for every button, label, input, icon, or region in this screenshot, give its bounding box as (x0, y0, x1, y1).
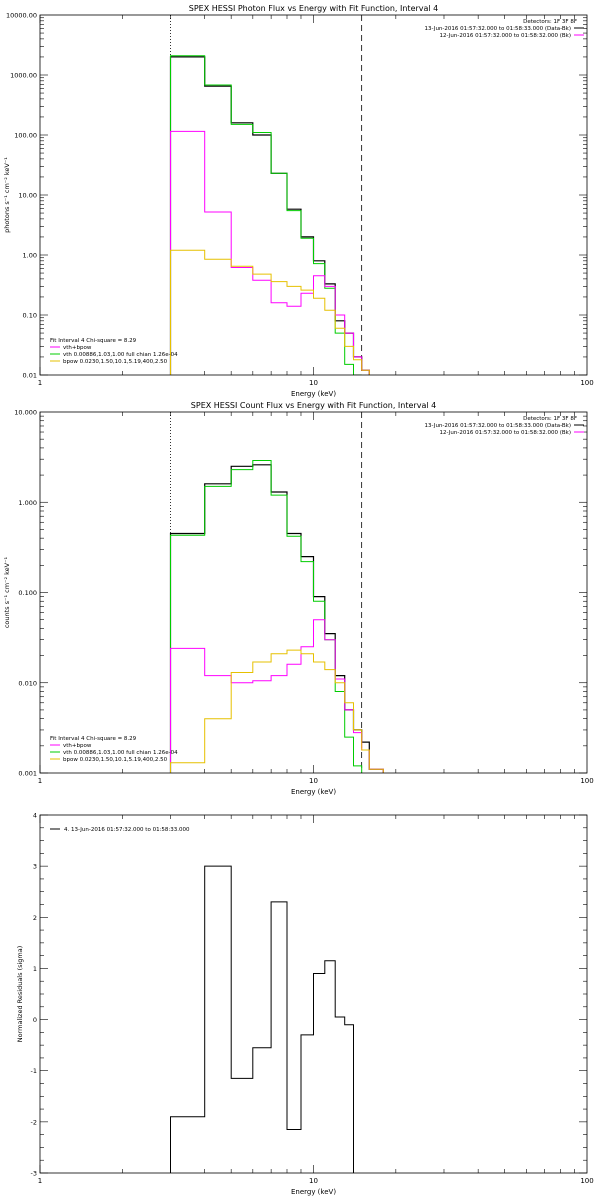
fit-interval-label: Fit Interval 4 Chi-square = 8.29 (50, 736, 137, 742)
series-residuals-line (170, 865, 354, 1173)
legend-time-range: 13-Jun-2016 01:57:32.000 to 01:58:33.000… (425, 26, 571, 32)
series-vth-line (170, 55, 362, 375)
x-tick-label: 1 (38, 1177, 42, 1185)
series-bpow-line (170, 249, 370, 375)
photon-flux-panel: SPEX HESSI Photon Flux vs Energy with Fi… (3, 4, 594, 398)
y-tick-label: -3 (31, 1170, 37, 1178)
y-tick-label: -1 (31, 1067, 37, 1075)
x-tick-label: 1 (38, 777, 42, 785)
fit-interval-label: Fit Interval 4 Chi-square = 8.29 (50, 338, 137, 344)
series-data-bk-line (169, 56, 370, 375)
y-tick-label: 0 (33, 1016, 37, 1024)
x-tick-label: 1 (38, 379, 42, 387)
y-tick-label: 0.10 (23, 312, 37, 320)
y-axis-label: counts s⁻¹ cm⁻² keV⁻¹ (3, 556, 11, 628)
legend-item: vth+bpow (63, 743, 92, 749)
legend-item: vth+bpow (63, 345, 92, 351)
y-tick-label: 10.000 (14, 409, 37, 417)
plot-area (169, 460, 384, 773)
x-axis-label: Energy (keV) (291, 390, 336, 398)
chart-title: SPEX HESSI Photon Flux vs Energy with Fi… (189, 4, 439, 13)
plot-frame (39, 814, 588, 1174)
series-bpow-line (170, 649, 384, 773)
chart-title: SPEX HESSI Count Flux vs Energy with Fit… (191, 401, 436, 410)
series-vth-bpow-line (170, 619, 384, 773)
x-tick-label: 10 (309, 1177, 318, 1185)
y-axis-label: photons s⁻¹ cm⁻² keV⁻¹ (3, 157, 11, 233)
legend-time-range: 13-Jun-2016 01:57:32.000 to 01:58:33.000… (425, 423, 571, 429)
y-axis-label: Normalized Residuals (sigma) (16, 946, 24, 1043)
y-tick-label: 1.00 (23, 252, 37, 260)
series-vth-line (170, 460, 363, 773)
series-vth-bpow-line (170, 130, 370, 375)
x-tick-label: 100 (580, 777, 593, 785)
x-tick-label: 10 (309, 777, 318, 785)
residuals-panel: 1 10 100 Energy (keV) -3 -2 -1 0 1 2 3 4 Normalized … (16, 812, 594, 1197)
y-tick-label: 2 (33, 914, 37, 922)
detectors-label: Detectors: 1F 3F 8F (523, 19, 577, 25)
legend-item: 4. 13-Jun-2016 01:57:32.000 to 01:58:33.… (64, 827, 190, 833)
y-tick-label: 3 (33, 863, 37, 871)
series-data-bk-line (169, 464, 384, 773)
y-tick-label: 0.010 (18, 679, 37, 687)
y-tick-label: 0.100 (18, 589, 37, 597)
y-tick-label: 1 (33, 965, 37, 973)
y-tick-label: -2 (31, 1118, 37, 1126)
x-tick-label: 100 (580, 1177, 593, 1185)
x-tick-label: 100 (580, 379, 593, 387)
y-tick-label: 100.00 (14, 132, 37, 140)
plot-area (169, 55, 370, 375)
plot-area (170, 865, 354, 1173)
y-tick-label: 1.000 (18, 499, 37, 507)
legend-item: vth 0.00886,1.03,1.00 full chian 1.26e-0… (63, 750, 178, 756)
y-tick-label: 10.00 (18, 192, 37, 200)
plot-frame (39, 411, 588, 774)
legend-time-range: 12-Jun-2016 01:57:32.000 to 01:58:32.000… (439, 33, 571, 39)
legend-item: bpow 0.0230,1.50,10.1,5.19,400,2.50 (63, 757, 168, 763)
x-axis-label: Energy (keV) (291, 788, 336, 796)
x-axis-label: Energy (keV) (291, 1188, 336, 1196)
y-tick-label: 10000.00 (6, 12, 37, 20)
legend-item: vth 0.00886,1.03,1.00 full chian 1.26e-0… (63, 352, 178, 358)
detectors-label: Detectors: 1F 3F 8F (523, 416, 577, 422)
x-tick-label: 10 (309, 379, 318, 387)
y-tick-label: 4 (33, 812, 37, 820)
legend-item: bpow 0.0230,1.50,10.1,5.19,400,2.50 (63, 359, 168, 365)
count-flux-panel: SPEX HESSI Count Flux vs Energy with Fit… (3, 401, 594, 796)
y-tick-label: 0.001 (18, 770, 37, 778)
y-tick-label: 0.01 (23, 372, 37, 380)
legend-time-range: 12-Jun-2016 01:57:32.000 to 01:58:32.000… (439, 430, 571, 436)
y-tick-label: 1000.00 (10, 72, 37, 80)
plot-frame (39, 14, 588, 376)
